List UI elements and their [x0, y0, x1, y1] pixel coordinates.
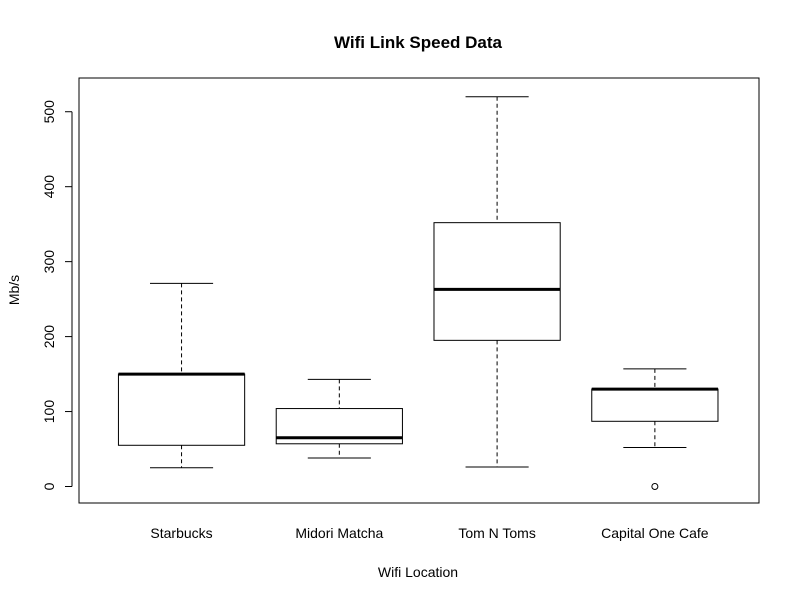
y-axis-label: Mb/s — [6, 275, 22, 305]
box-starbucks — [117, 282, 246, 469]
y-tick-label: 100 — [41, 400, 57, 424]
chart-title: Wifi Link Speed Data — [334, 33, 503, 52]
y-tick-label: 200 — [41, 325, 57, 349]
iqr-box — [433, 222, 561, 341]
x-tick-label: Capital One Cafe — [601, 525, 709, 541]
plot-frame — [78, 77, 760, 504]
y-tick-label: 0 — [41, 482, 57, 490]
box-tom-n-toms — [433, 96, 561, 468]
x-axis-label: Wifi Location — [378, 564, 458, 580]
y-tick-label: 400 — [41, 175, 57, 199]
outlier-point — [651, 483, 659, 491]
y-tick-label: 500 — [41, 100, 57, 124]
x-tick-label: Starbucks — [150, 525, 212, 541]
box-midori-matcha — [275, 378, 403, 459]
iqr-box — [117, 373, 246, 446]
box-capital-one-cafe — [591, 368, 719, 491]
y-tick-label: 300 — [41, 250, 57, 274]
y-axis: 0 100 200 300 400 500 — [41, 100, 73, 490]
x-tick-label: Midori Matcha — [295, 525, 383, 541]
x-axis-labels: Starbucks Midori Matcha Tom N Toms Capital … — [150, 525, 708, 541]
x-tick-label: Tom N Toms — [458, 525, 536, 541]
iqr-box — [591, 388, 719, 422]
boxes — [117, 96, 719, 491]
